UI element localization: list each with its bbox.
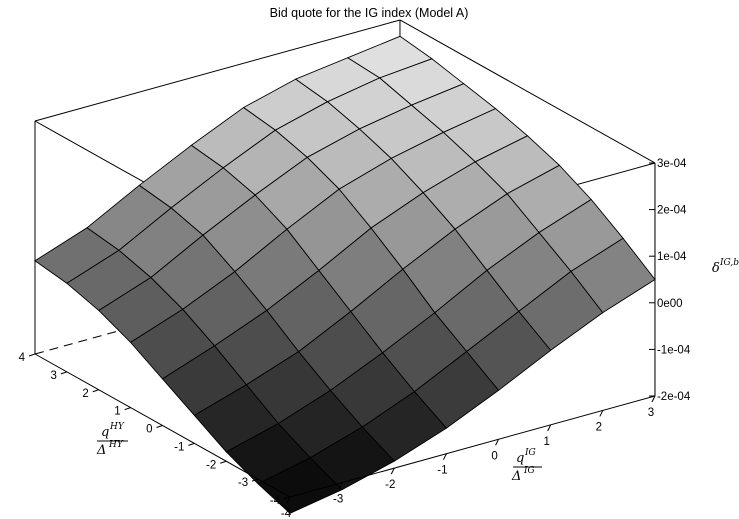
x-tick-mark bbox=[338, 482, 343, 489]
svg-text:δ: δ bbox=[712, 261, 720, 276]
y-tick-mark bbox=[124, 407, 131, 411]
x-tick-mark bbox=[651, 395, 656, 403]
z-axis-label: δ IG,b bbox=[712, 258, 739, 276]
y-tick-label: 4 bbox=[19, 352, 26, 364]
y-tick-mark bbox=[188, 442, 195, 446]
y-tick-mark bbox=[251, 478, 259, 482]
z-tick-label: 2e-04 bbox=[657, 205, 687, 217]
z-tick-label: 0e00 bbox=[657, 298, 683, 310]
svg-text:Δ: Δ bbox=[511, 469, 521, 484]
svg-text:q: q bbox=[516, 451, 524, 466]
x-tick-mark bbox=[599, 410, 604, 417]
axis-ticks: -4 -3 -2 -1 0 1 2 3 -4 -3 -2 -1 0 1 2 3 4 -2e-04 -1e-04 0e0… bbox=[19, 158, 691, 519]
x-tick-label: -4 bbox=[281, 508, 292, 519]
x-tick-mark bbox=[286, 496, 291, 504]
z-tick-label: -1e-04 bbox=[657, 344, 691, 356]
x-tick-label: 0 bbox=[491, 450, 497, 462]
y-tick-label: 0 bbox=[146, 424, 152, 436]
y-tick-mark bbox=[220, 460, 227, 464]
x-tick-label: -3 bbox=[333, 494, 343, 506]
svg-text:IG: IG bbox=[523, 466, 535, 476]
z-tick-label: 1e-04 bbox=[657, 251, 687, 263]
z-tick-label: -2e-04 bbox=[657, 391, 691, 403]
y-axis-label: q HY Δ HY bbox=[96, 422, 128, 458]
svg-text:IG: IG bbox=[524, 448, 536, 458]
svg-text:q: q bbox=[101, 425, 109, 440]
box-edge bbox=[289, 395, 656, 498]
x-tick-mark bbox=[495, 439, 500, 446]
x-tick-label: 1 bbox=[543, 436, 549, 448]
surface-mesh bbox=[34, 35, 656, 514]
x-tick-mark bbox=[390, 467, 395, 475]
y-tick-label: -4 bbox=[270, 495, 281, 507]
y-tick-mark bbox=[283, 496, 291, 500]
chart-title: Bid quote for the IG index (Model A) bbox=[270, 6, 469, 20]
y-tick-mark bbox=[92, 389, 99, 393]
y-tick-label: -2 bbox=[206, 459, 216, 471]
y-tick-label: 3 bbox=[50, 370, 56, 382]
box-edge bbox=[34, 19, 401, 122]
svg-text:IG,b: IG,b bbox=[719, 258, 739, 268]
svg-text:HY: HY bbox=[108, 440, 124, 450]
y-tick-label: -1 bbox=[174, 441, 184, 453]
y-tick-mark bbox=[28, 353, 36, 357]
x-tick-label: 3 bbox=[648, 407, 654, 419]
surface-cell bbox=[570, 237, 656, 314]
x-tick-label: -2 bbox=[385, 479, 395, 491]
y-tick-mark bbox=[60, 371, 68, 375]
box-edge bbox=[399, 19, 656, 164]
x-tick-mark bbox=[547, 424, 552, 432]
svg-text:Δ: Δ bbox=[96, 443, 106, 458]
x-tick-mark bbox=[442, 453, 447, 460]
z-tick-label: 3e-04 bbox=[657, 158, 687, 170]
x-axis-label: q IG Δ IG bbox=[511, 448, 542, 484]
x-tick-label: 2 bbox=[596, 421, 602, 433]
y-tick-label: 2 bbox=[82, 388, 88, 400]
y-tick-label: -3 bbox=[238, 477, 248, 489]
x-tick-label: -1 bbox=[437, 465, 447, 477]
y-tick-mark bbox=[156, 425, 163, 428]
svg-text:HY: HY bbox=[109, 422, 125, 432]
y-tick-label: 1 bbox=[114, 406, 120, 418]
